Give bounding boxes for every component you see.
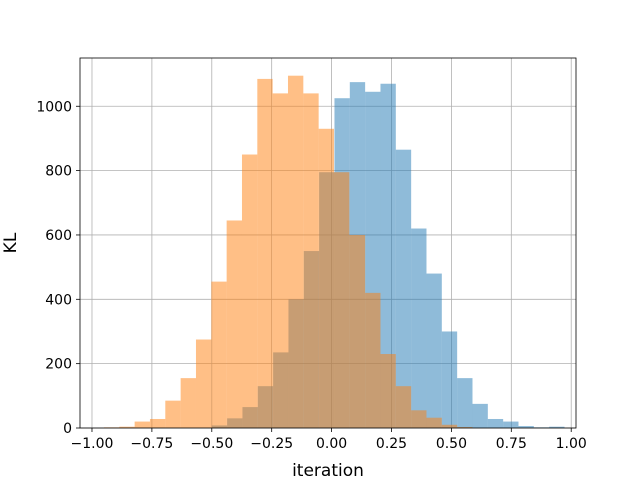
y-tick-label: 600 [45, 228, 72, 244]
histogram-bar [180, 378, 196, 428]
y-tick-label: 0 [63, 421, 72, 437]
histogram-bar [518, 426, 534, 428]
histogram-bar [119, 426, 135, 428]
histogram-bar [380, 354, 396, 428]
histogram-bar [195, 339, 212, 428]
x-tick-label: −0.75 [130, 436, 173, 452]
x-tick-label: −1.00 [71, 436, 114, 452]
histogram-bar [411, 410, 427, 428]
histogram-bar [226, 220, 242, 428]
histogram-bar [349, 234, 366, 428]
histogram-bar [441, 331, 458, 428]
histogram-bar [457, 427, 473, 428]
histogram-bar [395, 386, 412, 428]
histogram-bar [149, 418, 166, 428]
histogram-bar [411, 228, 427, 428]
histogram-bar [426, 417, 442, 428]
histogram-bar [380, 83, 396, 428]
y-axis-ticks: 0 200 400 600 800 1000 [36, 99, 80, 437]
histogram-bar [211, 281, 227, 428]
histogram-bar [333, 172, 350, 428]
histogram-bar [457, 378, 473, 428]
plot-frame [79, 57, 577, 429]
x-axis-label: iteration [292, 461, 364, 480]
histogram-bar [426, 273, 442, 428]
histogram-series-2 [103, 75, 473, 429]
histogram-bar [441, 424, 458, 428]
y-tick-label: 400 [45, 292, 72, 308]
histogram-bar [487, 418, 504, 428]
histogram-bar [365, 292, 381, 428]
histogram-bar [303, 93, 319, 429]
histogram-bar [503, 421, 519, 428]
histogram-bar [272, 93, 288, 429]
y-tick-label: 1000 [36, 99, 72, 115]
y-tick-label: 800 [45, 164, 72, 180]
histogram-bar [318, 128, 334, 429]
histogram-bar [549, 426, 565, 428]
x-tick-label: 0.00 [316, 436, 347, 452]
x-tick-label: 0.50 [436, 436, 467, 452]
y-axis-label: KL [1, 232, 21, 253]
histogram-bar [395, 149, 412, 428]
x-tick-label: −0.25 [250, 436, 293, 452]
histogram-bar [165, 400, 181, 428]
x-tick-label: 0.25 [376, 436, 407, 452]
x-tick-label: 0.75 [496, 436, 527, 452]
histogram-bar [287, 75, 304, 429]
x-tick-label: 1.00 [556, 436, 587, 452]
histogram-bar [134, 421, 150, 428]
x-axis-ticks: −1.00 −0.75 −0.50 −0.25 0.00 0.25 0.50 0.75 1.00 [71, 428, 587, 452]
histogram-bar [472, 403, 488, 428]
y-tick-label: 200 [45, 357, 72, 373]
histogram-bar [257, 78, 273, 429]
histogram-bar [241, 154, 258, 429]
x-tick-label: −0.50 [190, 436, 233, 452]
histogram-bars [103, 75, 565, 429]
